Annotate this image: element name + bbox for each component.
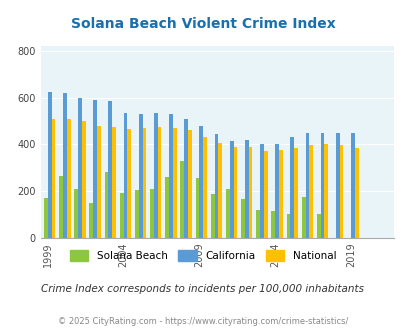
Bar xyxy=(214,134,218,238)
Bar xyxy=(66,118,70,238)
Bar xyxy=(123,113,127,238)
Bar xyxy=(93,100,97,238)
Bar xyxy=(286,214,290,238)
Bar xyxy=(335,133,339,238)
Bar xyxy=(168,114,173,238)
Bar xyxy=(188,130,191,238)
Bar xyxy=(173,128,176,238)
Bar xyxy=(157,127,161,238)
Text: Solana Beach Violent Crime Index: Solana Beach Violent Crime Index xyxy=(70,16,335,30)
Bar xyxy=(180,161,184,238)
Bar xyxy=(202,137,207,238)
Bar xyxy=(256,210,259,238)
Bar xyxy=(108,101,112,238)
Bar xyxy=(290,137,293,238)
Bar xyxy=(195,178,199,238)
Bar xyxy=(278,150,282,238)
Bar xyxy=(305,133,309,238)
Bar xyxy=(82,121,85,238)
Bar xyxy=(316,214,320,238)
Bar xyxy=(248,147,252,238)
Bar xyxy=(63,93,66,238)
Bar xyxy=(112,127,116,238)
Text: © 2025 CityRating.com - https://www.cityrating.com/crime-statistics/: © 2025 CityRating.com - https://www.city… xyxy=(58,317,347,326)
Bar xyxy=(225,188,229,238)
Bar xyxy=(139,114,142,238)
Bar xyxy=(51,118,55,238)
Bar xyxy=(127,129,131,238)
Bar xyxy=(275,144,278,238)
Bar xyxy=(241,199,244,238)
Bar xyxy=(48,92,51,238)
Text: Crime Index corresponds to incidents per 100,000 inhabitants: Crime Index corresponds to incidents per… xyxy=(41,284,364,294)
Bar xyxy=(199,125,202,238)
Bar xyxy=(165,177,168,238)
Bar xyxy=(89,203,93,238)
Bar xyxy=(320,133,324,238)
Bar xyxy=(244,140,248,238)
Bar xyxy=(184,118,188,238)
Bar xyxy=(74,188,78,238)
Bar xyxy=(233,147,237,238)
Bar xyxy=(263,151,267,238)
Bar xyxy=(104,172,108,238)
Bar xyxy=(259,144,263,238)
Bar xyxy=(78,98,82,238)
Bar xyxy=(218,143,222,238)
Bar xyxy=(210,194,214,238)
Bar xyxy=(44,198,48,238)
Bar xyxy=(153,113,157,238)
Bar xyxy=(354,148,358,238)
Bar xyxy=(59,176,63,238)
Bar xyxy=(324,144,328,238)
Bar xyxy=(309,146,312,238)
Bar xyxy=(339,146,343,238)
Bar xyxy=(97,125,100,238)
Legend: Solana Beach, California, National: Solana Beach, California, National xyxy=(65,246,340,265)
Bar xyxy=(134,190,139,238)
Bar xyxy=(350,133,354,238)
Bar xyxy=(229,141,233,238)
Bar xyxy=(293,148,297,238)
Bar xyxy=(150,188,153,238)
Bar xyxy=(142,128,146,238)
Bar xyxy=(119,193,123,238)
Bar xyxy=(301,197,305,238)
Bar xyxy=(271,211,275,238)
